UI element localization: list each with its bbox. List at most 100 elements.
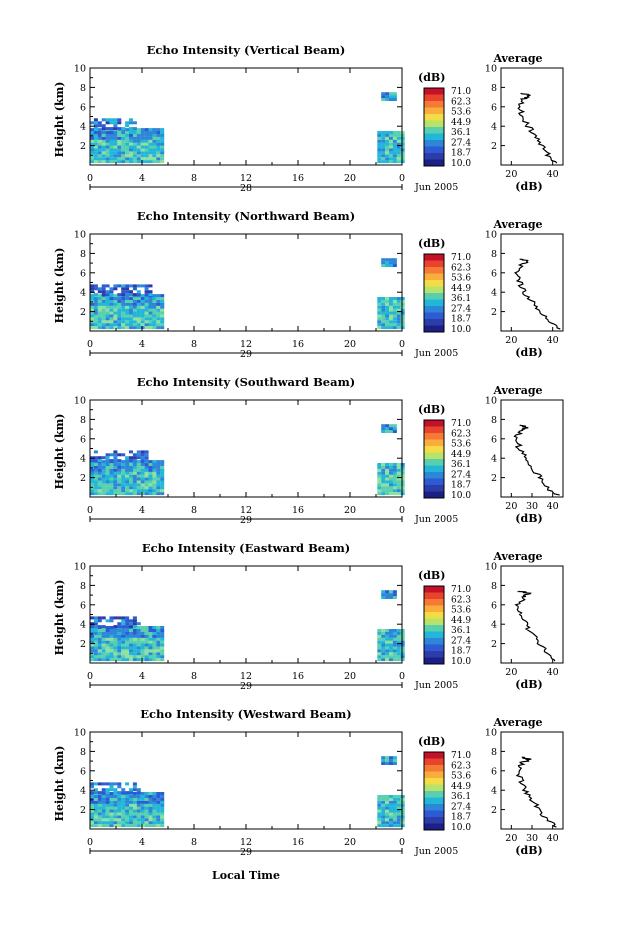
echo-cell bbox=[132, 806, 137, 810]
echo-cell bbox=[160, 821, 165, 825]
echo-cell bbox=[117, 658, 122, 662]
panel-2: Echo Intensity (Southward Beam)246810Hei… bbox=[53, 375, 564, 526]
echo-cell bbox=[392, 759, 397, 763]
colorbar-frame bbox=[423, 751, 445, 831]
echo-cell bbox=[125, 477, 130, 481]
echo-cell bbox=[381, 131, 386, 134]
echo-cell bbox=[152, 142, 157, 146]
echo-cell bbox=[117, 133, 122, 137]
echo-cell bbox=[125, 463, 130, 466]
echo-cell bbox=[101, 629, 106, 632]
echo-cell bbox=[101, 646, 106, 650]
echo-cell bbox=[396, 812, 401, 816]
echo-cell bbox=[160, 626, 165, 629]
echo-cell bbox=[144, 151, 149, 155]
echo-cell bbox=[109, 302, 114, 306]
echo-cell bbox=[132, 314, 137, 318]
echo-cell bbox=[377, 492, 382, 496]
echo-cell bbox=[156, 483, 161, 487]
echo-cell bbox=[148, 154, 153, 158]
echo-cell bbox=[377, 477, 382, 481]
echo-cell bbox=[132, 139, 137, 143]
echo-cell bbox=[93, 643, 98, 647]
echo-cell bbox=[129, 284, 133, 288]
echo-cell bbox=[136, 483, 141, 487]
echo-cell bbox=[381, 590, 386, 594]
echo-cell bbox=[381, 629, 386, 632]
echo-cell bbox=[129, 127, 133, 131]
echo-cell bbox=[132, 622, 137, 626]
echo-cell bbox=[125, 145, 130, 149]
colorbar-label: 10.0 bbox=[451, 325, 471, 335]
echo-cell bbox=[125, 314, 130, 318]
echo-cell bbox=[105, 145, 110, 149]
echo-cell bbox=[117, 486, 122, 490]
echo-cell bbox=[101, 299, 106, 303]
echo-cell bbox=[396, 795, 401, 798]
echo-cell bbox=[132, 459, 137, 463]
y-axis-label: Height (km) bbox=[53, 414, 66, 490]
echo-cell bbox=[148, 151, 153, 155]
echo-cell bbox=[156, 652, 161, 656]
echo-cell bbox=[113, 474, 118, 478]
echo-cell bbox=[156, 629, 161, 632]
echo-cell bbox=[389, 160, 393, 164]
y-tick-label: 10 bbox=[74, 728, 86, 739]
colorbar-label: 71.0 bbox=[451, 253, 471, 263]
echo-cell bbox=[400, 637, 405, 641]
echo-cell bbox=[97, 133, 102, 137]
echo-cell bbox=[400, 483, 405, 487]
echo-cell bbox=[90, 148, 94, 152]
echo-cell bbox=[121, 791, 126, 795]
echo-cell bbox=[113, 629, 118, 632]
echo-cell bbox=[132, 463, 137, 466]
echo-cell bbox=[136, 456, 141, 460]
echo-cell bbox=[152, 145, 157, 149]
echo-cell bbox=[93, 151, 98, 155]
echo-cell bbox=[389, 800, 393, 804]
echo-cell bbox=[377, 803, 382, 807]
echo-cell bbox=[148, 290, 153, 294]
echo-cell bbox=[140, 133, 145, 137]
colorbar-swatch bbox=[424, 810, 444, 818]
colorbar-swatch bbox=[424, 491, 444, 499]
echo-cell bbox=[152, 812, 157, 816]
echo-cell bbox=[121, 658, 126, 662]
colorbar-label: 53.6 bbox=[451, 772, 471, 782]
colorbar-label: 27.4 bbox=[451, 802, 471, 812]
colorbar-label: 10.0 bbox=[451, 159, 471, 169]
colorbar-label: 71.0 bbox=[451, 87, 471, 97]
echo-cell bbox=[93, 818, 98, 822]
x-tick-label: 0 bbox=[87, 173, 93, 184]
echo-cell bbox=[136, 154, 141, 158]
echo-cell bbox=[156, 489, 161, 493]
echo-cell bbox=[396, 133, 401, 137]
echo-cell bbox=[160, 463, 165, 466]
echo-cell bbox=[125, 133, 130, 137]
echo-cell bbox=[132, 311, 137, 315]
echo-cell bbox=[101, 142, 106, 146]
echo-cell bbox=[140, 486, 145, 490]
echo-cell bbox=[113, 782, 118, 786]
panel-4: Echo Intensity (Westward Beam)246810Heig… bbox=[53, 707, 564, 858]
echo-cell bbox=[385, 297, 390, 300]
colorbar-swatch bbox=[424, 280, 444, 287]
echo-cell bbox=[113, 634, 118, 638]
echo-cell bbox=[152, 806, 157, 810]
echo-cell bbox=[101, 474, 106, 478]
echo-cell bbox=[156, 486, 161, 490]
echo-cell bbox=[160, 809, 165, 813]
echo-cell bbox=[101, 640, 106, 644]
echo-cell bbox=[385, 483, 390, 487]
echo-cell bbox=[392, 92, 397, 96]
colorbar-swatch bbox=[424, 586, 444, 593]
echo-cell bbox=[121, 133, 126, 137]
echo-cell bbox=[144, 139, 149, 143]
echo-cell bbox=[400, 471, 405, 475]
echo-cell bbox=[113, 142, 118, 146]
echo-cell bbox=[396, 136, 401, 140]
y-tick-label: 10 bbox=[74, 562, 86, 573]
y-tick-label: 6 bbox=[80, 600, 86, 611]
echo-cell bbox=[144, 824, 149, 828]
echo-cell bbox=[105, 118, 110, 122]
